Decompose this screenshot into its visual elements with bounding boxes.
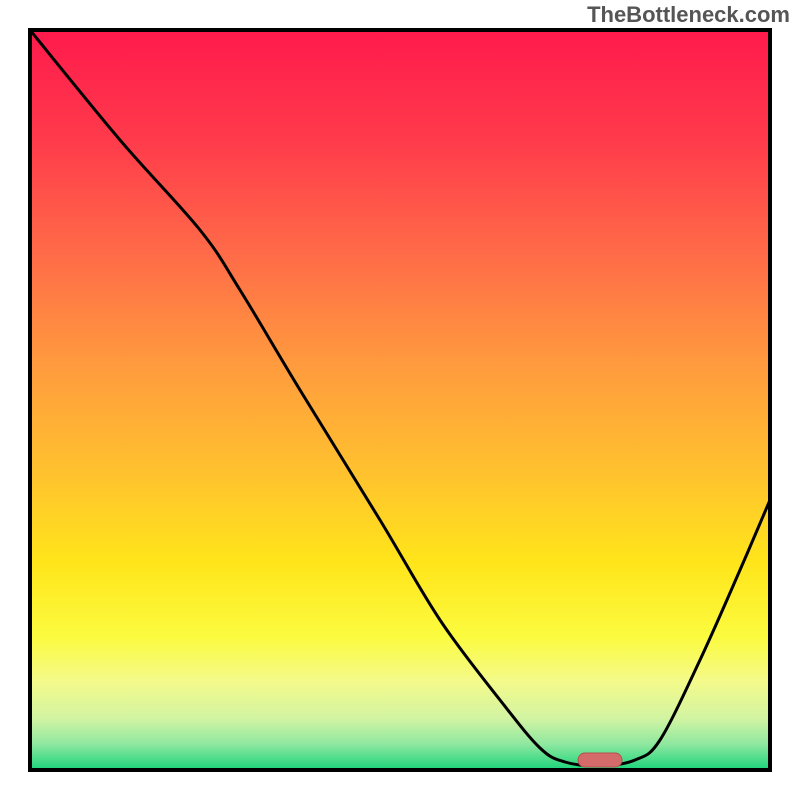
optimal-marker	[578, 753, 622, 767]
chart-container: TheBottleneck.com	[0, 0, 800, 800]
watermark-text: TheBottleneck.com	[587, 2, 790, 28]
bottleneck-chart	[0, 0, 800, 800]
gradient-background	[30, 30, 770, 770]
